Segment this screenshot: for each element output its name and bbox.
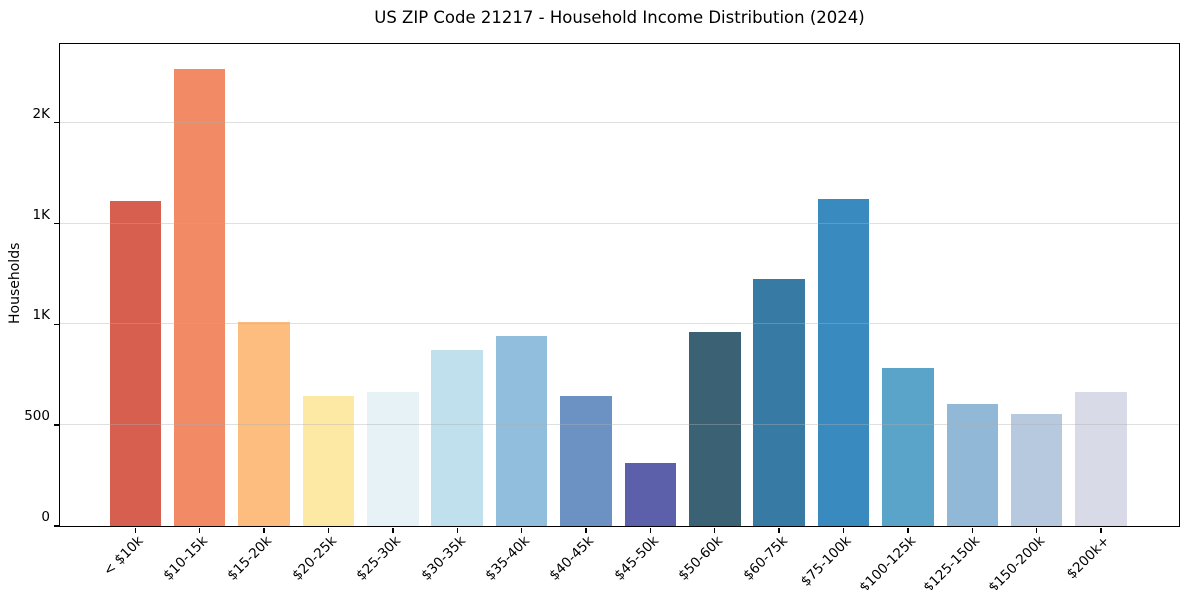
bar bbox=[946, 404, 999, 526]
x-tick bbox=[714, 527, 716, 533]
bar bbox=[753, 278, 805, 526]
bar bbox=[560, 395, 612, 526]
x-tick-label: $30-35k bbox=[417, 533, 469, 584]
gridline bbox=[60, 121, 1179, 123]
gridline bbox=[60, 323, 1179, 325]
plot-area: 0 500 1K 1K 2K < $10k $10-15k $15-20k $20-25k $25… bbox=[24, 43, 1180, 590]
x-tick bbox=[907, 527, 909, 533]
x-tick bbox=[971, 527, 974, 533]
y-tick-label: 2K bbox=[32, 105, 50, 122]
gridline bbox=[60, 222, 1179, 224]
x-tick bbox=[649, 527, 652, 533]
bar bbox=[495, 336, 548, 526]
x-tick bbox=[1100, 527, 1102, 533]
bar bbox=[367, 391, 419, 526]
x-tick bbox=[327, 527, 330, 533]
x-tick-label: $20-25k bbox=[289, 533, 340, 584]
plot-inner: 0 500 1K 1K 2K < $10k $10-15k $15-20k $20-25k $25… bbox=[24, 44, 1179, 590]
bar bbox=[689, 332, 741, 526]
y-tick-label: 1K bbox=[32, 206, 50, 223]
x-tick bbox=[1036, 527, 1038, 533]
y-tick-label: 0 bbox=[41, 509, 50, 525]
x-tick bbox=[456, 527, 458, 533]
x-tick bbox=[778, 527, 780, 533]
x-tick-label: $10-15k bbox=[160, 533, 212, 584]
x-tick-label: $75-100k bbox=[798, 533, 855, 590]
bar bbox=[173, 69, 226, 526]
x-tick-label: $150-200k bbox=[985, 533, 1049, 590]
x-tick-label: $25-30k bbox=[353, 533, 405, 584]
bar bbox=[882, 367, 934, 526]
chart-title: US ZIP Code 21217 - Household Income Dis… bbox=[374, 8, 865, 27]
bar bbox=[1075, 391, 1127, 526]
y-tick-label: 500 bbox=[24, 408, 50, 425]
x-tick bbox=[263, 527, 265, 533]
x-tick-label: < $10k bbox=[100, 533, 147, 580]
x-tick bbox=[842, 527, 845, 533]
bar bbox=[238, 322, 290, 526]
gridline bbox=[60, 424, 1179, 426]
y-axis-label: Households bbox=[7, 242, 23, 324]
bar bbox=[817, 199, 870, 526]
x-tick-label: $125-150k bbox=[920, 533, 984, 590]
y-tick-label: 1K bbox=[32, 307, 50, 324]
x-tick-label: $15-20k bbox=[224, 533, 276, 584]
x-tick bbox=[585, 527, 587, 533]
x-tick-label: $60-75k bbox=[739, 533, 791, 584]
x-tick bbox=[199, 527, 201, 533]
x-tick-label: $45-50k bbox=[611, 533, 662, 584]
x-tick-label: $35-40k bbox=[482, 533, 533, 584]
bar bbox=[624, 463, 677, 526]
x-tick-label: $100-125k bbox=[856, 533, 920, 590]
x-tick-label: $40-45k bbox=[546, 533, 598, 584]
x-tick bbox=[134, 527, 137, 533]
bar bbox=[1010, 414, 1063, 526]
y-tick bbox=[53, 525, 59, 527]
x-tick bbox=[392, 527, 394, 533]
bar bbox=[109, 201, 162, 526]
bar bbox=[302, 395, 355, 526]
y-tick bbox=[53, 323, 59, 326]
x-tick-label: $50-60k bbox=[675, 533, 727, 584]
y-tick bbox=[53, 222, 59, 225]
bar bbox=[431, 349, 483, 526]
y-tick bbox=[53, 121, 59, 124]
x-tick bbox=[520, 527, 523, 533]
x-tick-label: $200k+ bbox=[1063, 533, 1113, 583]
y-tick bbox=[53, 424, 59, 426]
